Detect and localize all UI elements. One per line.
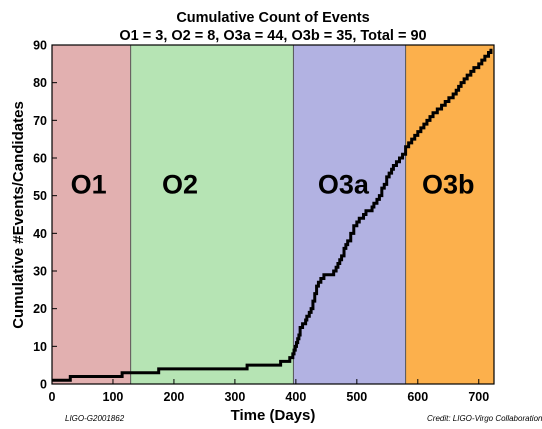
x-tick-label: 100	[103, 390, 124, 404]
region-o3a	[293, 45, 406, 384]
y-tick-label: 60	[33, 152, 47, 166]
footnote-credit: Credit: LIGO-Virgo Collaboration	[427, 414, 542, 423]
series-line-0	[52, 48, 493, 382]
run-regions	[52, 45, 494, 384]
chart-title: Cumulative Count of Events	[176, 10, 369, 26]
y-tick-label: 70	[33, 114, 47, 128]
region-label-o3a: O3a	[318, 169, 370, 199]
y-tick-label: 10	[33, 340, 47, 354]
y-tick-label: 30	[33, 265, 47, 279]
x-tick-label: 300	[224, 390, 245, 404]
x-tick-label: 700	[468, 390, 489, 404]
run-labels: O1 O2 O3a O3b	[71, 169, 475, 199]
series-group	[52, 48, 493, 382]
chart-subtitle: O1 = 3, O2 = 8, O3a = 44, O3b = 35, Tota…	[119, 28, 426, 44]
y-tick-label: 90	[33, 39, 47, 53]
y-tick-label: 50	[33, 189, 47, 203]
y-axis-label: Cumulative #Events/Candidates	[10, 101, 27, 329]
x-tick-label: 0	[49, 390, 56, 404]
x-tick-label: 600	[407, 390, 428, 404]
y-tick-label: 40	[33, 227, 47, 241]
y-tick-label: 80	[33, 76, 47, 90]
x-axis-ticks: 0 100 200 300 400 500 600 700	[49, 379, 489, 404]
x-tick-label: 200	[164, 390, 185, 404]
region-label-o1: O1	[71, 169, 107, 199]
footnote-doc-id: LIGO-G2001862	[65, 414, 125, 423]
region-o1	[52, 45, 131, 384]
x-tick-label: 500	[346, 390, 367, 404]
region-label-o3b: O3b	[422, 169, 475, 199]
y-axis-ticks: 0 10 20 30 40 50 60 70 80 90	[33, 39, 57, 392]
region-o3b	[405, 45, 494, 384]
region-label-o2: O2	[162, 169, 198, 199]
x-axis-label: Time (Days)	[231, 407, 316, 424]
region-o2	[130, 45, 294, 384]
plot-frame	[51, 44, 495, 385]
x-tick-label: 400	[285, 390, 306, 404]
y-tick-label: 20	[33, 302, 47, 316]
y-tick-label: 0	[40, 378, 47, 392]
